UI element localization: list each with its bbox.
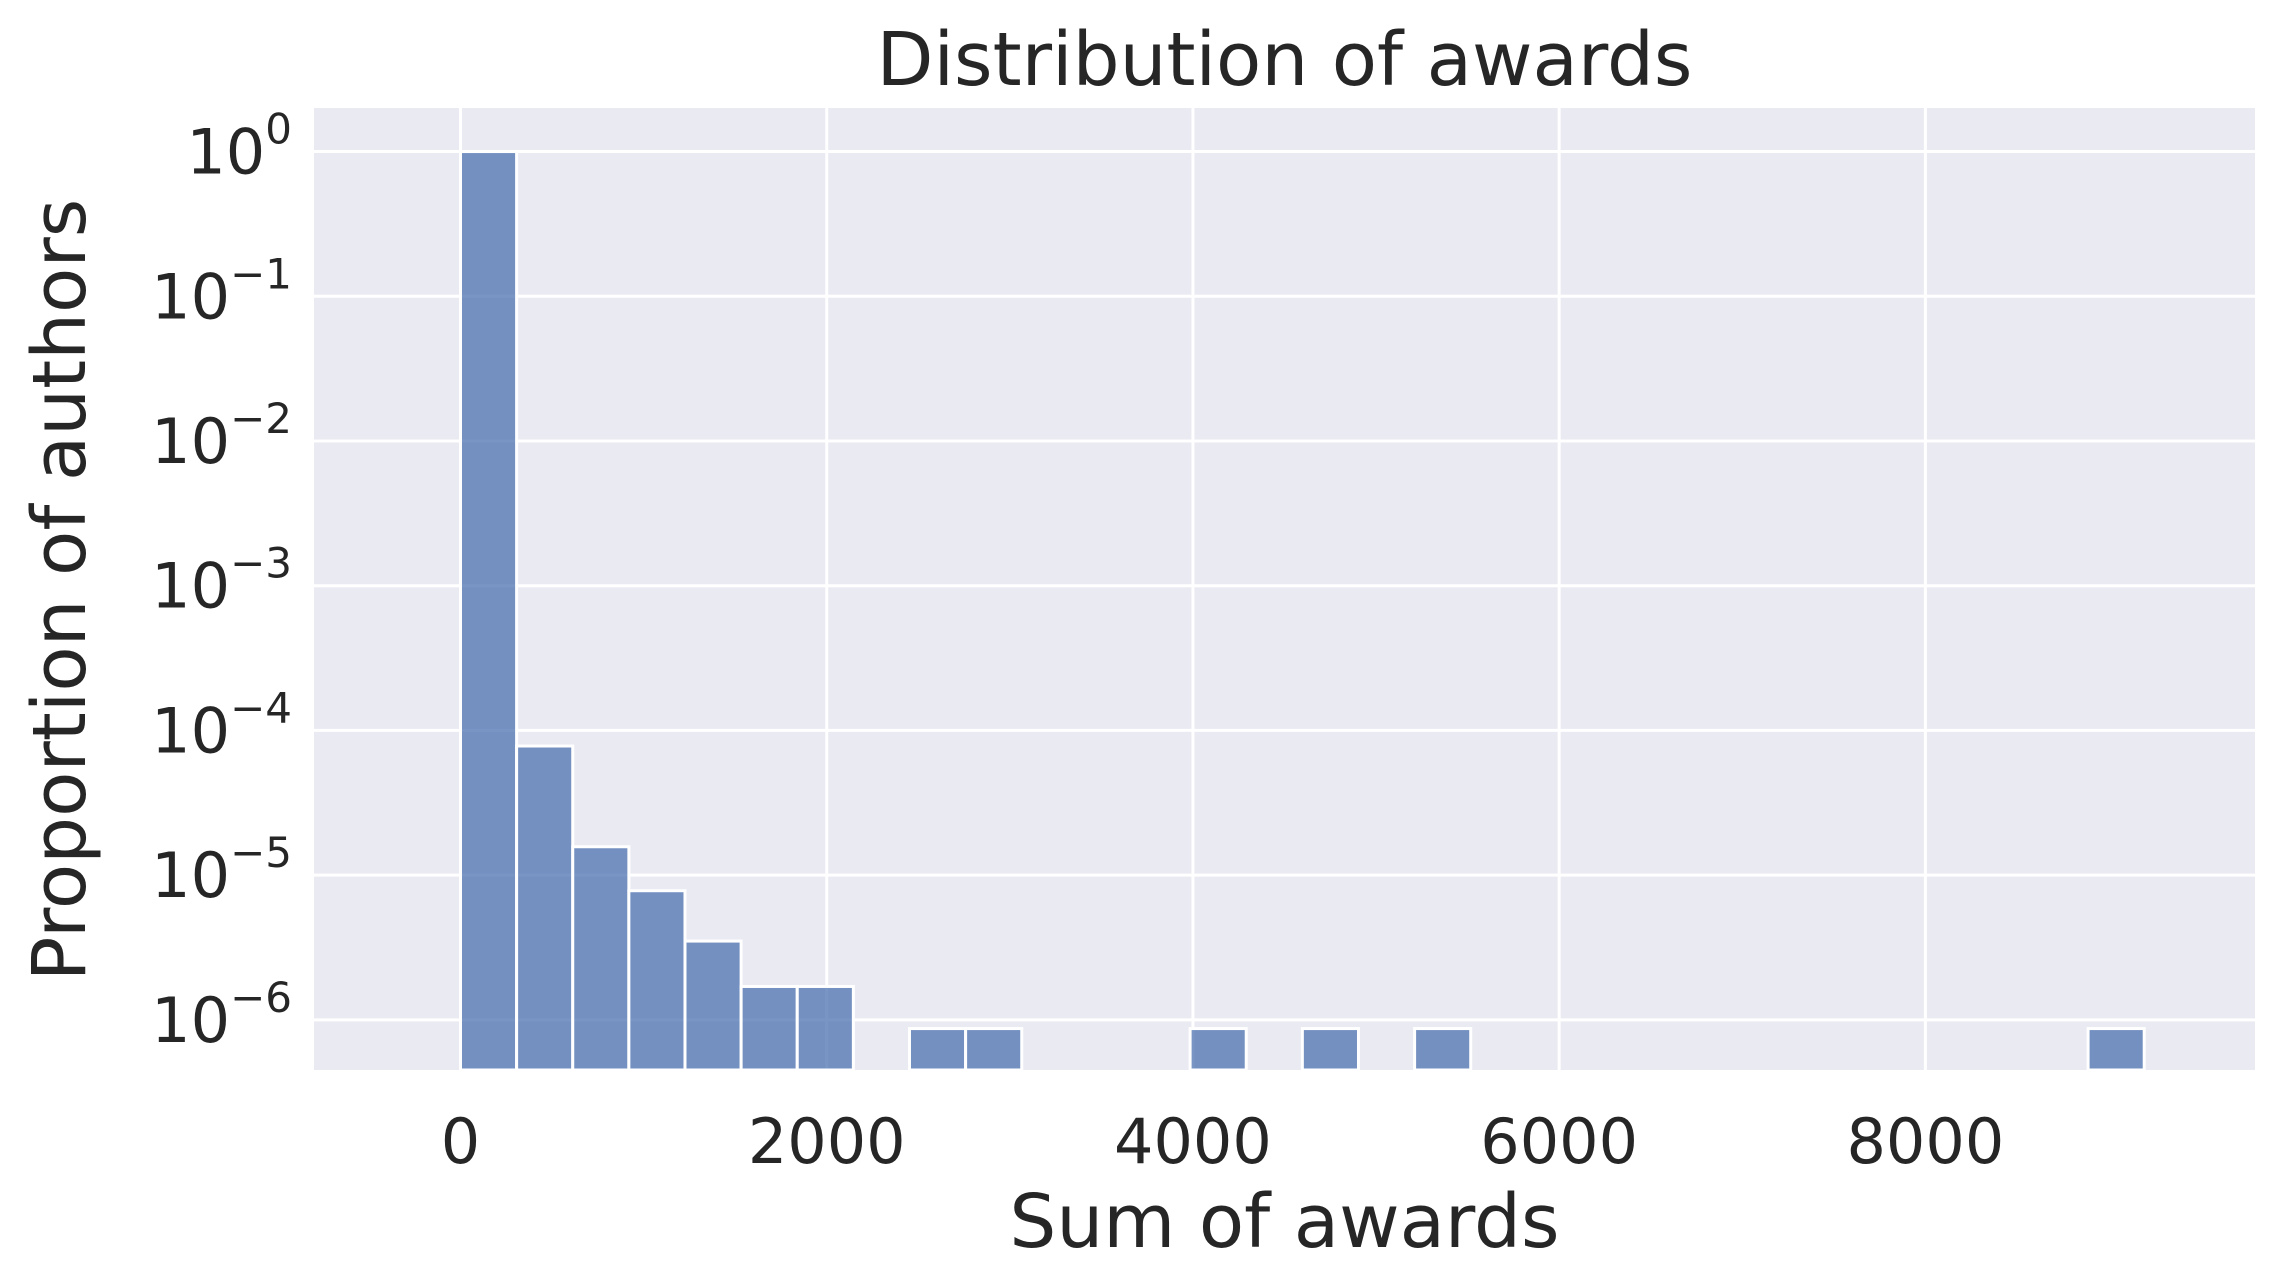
- y-tick-label: 10−1: [151, 249, 292, 333]
- y-tick-label: 10−3: [151, 539, 292, 623]
- chart-title: Distribution of awards: [877, 17, 1693, 103]
- x-axis-ticks: 0 2000 4000 6000 8000: [441, 1105, 2005, 1178]
- histogram-bar: [1413, 1027, 1473, 1072]
- y-tick-label: 10−6: [151, 973, 292, 1057]
- y-tick-label: 10−4: [151, 683, 292, 767]
- x-axis-label: Sum of awards: [1009, 1179, 1559, 1265]
- histogram-bar: [907, 1027, 968, 1072]
- bars: [458, 150, 2146, 1072]
- y-tick-label: 10−5: [151, 828, 292, 912]
- y-tick-label: 10−2: [151, 394, 292, 478]
- x-tick-label: 2000: [748, 1105, 906, 1178]
- y-axis-ticks: 100 10−1 10−2 10−3 10−4 10−5 10−6: [151, 105, 292, 1057]
- histogram-bar: [964, 1027, 1024, 1072]
- grid-lines: [314, 108, 2255, 1070]
- histogram-bar: [571, 845, 631, 1072]
- y-axis-label: Proportion of authors: [17, 199, 103, 982]
- x-tick-label: 0: [441, 1105, 480, 1178]
- x-tick-label: 6000: [1480, 1105, 1638, 1178]
- x-tick-label: 4000: [1114, 1105, 1272, 1178]
- histogram-bar: [795, 984, 855, 1072]
- histogram-bar: [739, 984, 799, 1072]
- y-tick-label: 100: [186, 105, 292, 189]
- histogram-bar: [1300, 1027, 1360, 1072]
- histogram-bar: [1188, 1027, 1248, 1072]
- histogram-bar: [2086, 1027, 2146, 1072]
- histogram-bar: [458, 150, 519, 1072]
- histogram-bar: [627, 889, 687, 1072]
- histogram-bar: [683, 939, 743, 1072]
- histogram-bar: [515, 744, 575, 1072]
- x-tick-label: 8000: [1846, 1105, 2004, 1178]
